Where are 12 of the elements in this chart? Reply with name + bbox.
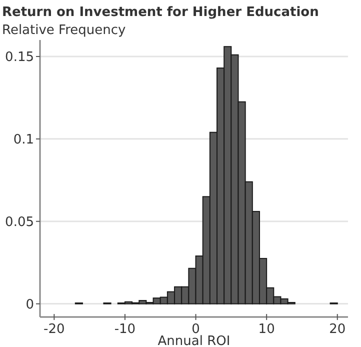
y-axis-title: Relative Frequency [2,23,126,38]
x-tick-label: 10 [258,322,275,337]
x-tick-label: 0 [192,322,200,337]
y-tick-label: 0.1 [13,132,34,148]
x-axis-title: Annual ROI [158,334,230,347]
chart-title: Return on Investment for Higher Education [2,5,319,20]
y-tick-label: 0 [26,297,34,312]
x-tick-label: -10 [114,322,136,337]
y-tick-label: 0.05 [5,214,34,230]
y-tick-label: 0.15 [5,50,34,66]
x-tick-label: -20 [44,322,65,337]
x-tick-label: 20 [329,322,346,337]
